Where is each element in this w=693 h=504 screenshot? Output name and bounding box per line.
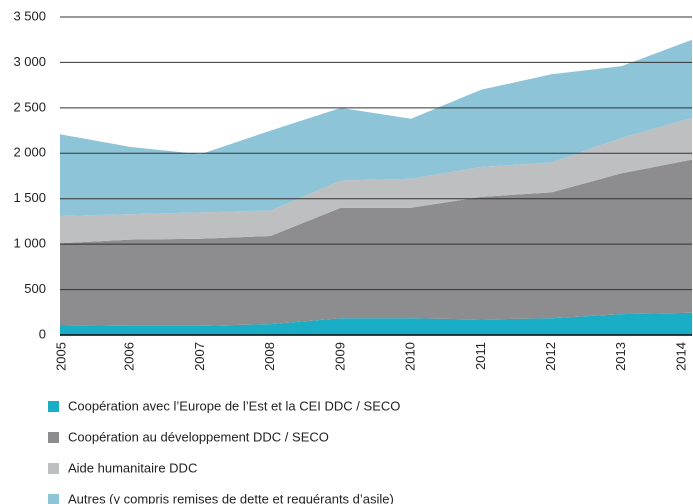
x-tick-label: 2011 [473,342,488,370]
legend-label: Autres (y compris remises de dette et re… [68,491,394,504]
y-tick-label: 3 000 [13,54,46,69]
legend-swatch [48,432,59,443]
x-tick-label: 2013 [613,342,628,371]
legend-label: Coopération au développement DDC / SECO [68,429,329,444]
y-tick-label: 0 [39,326,46,341]
x-tick-label: 2010 [403,342,418,371]
area [60,159,692,326]
legend-label: Aide humanitaire DDC [68,460,197,475]
legend-swatch [48,401,59,412]
x-tick-label: 2009 [332,342,347,371]
y-tick-label: 3 500 [13,8,46,23]
y-tick-label: 1 500 [13,190,46,205]
y-tick-label: 500 [24,281,46,296]
legend-swatch [48,463,59,474]
area [60,39,692,216]
legend-swatch [48,494,59,504]
legend-label: Coopération avec l’Europe de l’Est et la… [68,398,400,413]
area [60,312,692,335]
y-tick-label: 2 500 [13,99,46,114]
x-tick-label: 2005 [53,342,68,371]
x-tick-label: 2014 [673,342,688,371]
x-tick-label: 2012 [543,342,558,371]
x-tick-label: 2006 [122,342,137,371]
x-tick-label: 2008 [262,342,277,371]
y-tick-label: 2 000 [13,145,46,160]
x-tick-label: 2007 [192,342,207,371]
y-tick-label: 1 000 [13,236,46,251]
